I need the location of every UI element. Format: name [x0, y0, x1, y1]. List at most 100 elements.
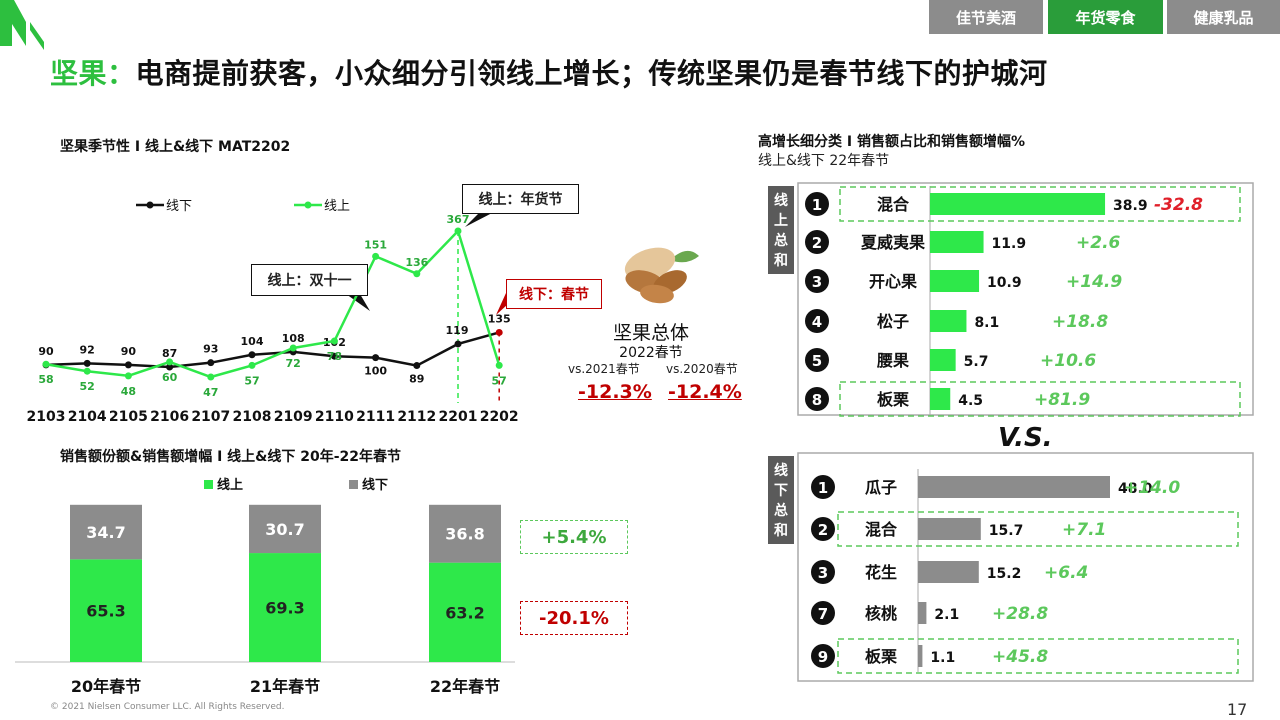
callout-nianhuo-pointer	[465, 212, 494, 227]
segment-bar	[930, 349, 956, 371]
online-growth-box: +5.4%	[520, 520, 628, 554]
segment-value: 2.1	[934, 607, 959, 623]
rank-number: 2	[818, 521, 828, 539]
online-data-label: 78	[327, 350, 342, 363]
tab-dairy[interactable]: 健康乳品	[1167, 0, 1280, 34]
segment-side-char: 上	[774, 213, 788, 229]
segment-frame	[797, 182, 1254, 416]
overall-title: 坚果总体	[612, 322, 689, 344]
segment-name: 瓜子	[865, 478, 897, 497]
segment-name: 板栗	[877, 390, 909, 409]
bar-offline	[429, 504, 501, 563]
offline-growth-box: -20.1%	[520, 601, 628, 635]
offline-point	[372, 354, 380, 362]
offline-data-label: 92	[80, 343, 95, 356]
x-tick-label: 2112	[397, 409, 436, 425]
segment-bar	[930, 270, 980, 292]
legend-offline-label: 线下	[166, 199, 192, 214]
segment-name: 腰果	[877, 351, 909, 370]
segment-bar	[918, 561, 979, 583]
online-data-label: 151	[364, 238, 387, 251]
category-label: 20年春节	[71, 677, 141, 696]
vs2021-label: vs.2021春节	[568, 362, 640, 376]
rank-number: 1	[818, 479, 828, 497]
online-data-label: 47	[203, 386, 218, 399]
tab-snacks[interactable]: 年货零食	[1048, 0, 1163, 34]
offline-data-label: 135	[488, 312, 511, 325]
x-tick-label: 2110	[315, 409, 354, 425]
legend-online-swatch	[204, 480, 213, 489]
category-label: 22年春节	[430, 677, 500, 696]
bar-offline-label: 36.8	[445, 525, 484, 544]
segment-side-char: 线	[774, 462, 788, 479]
offline-data-label: 87	[162, 347, 177, 360]
online-point	[289, 344, 297, 352]
online-data-label: 60	[162, 371, 178, 384]
tab-wine[interactable]: 佳节美酒	[929, 0, 1043, 34]
segment-growth: +10.6	[1040, 351, 1096, 371]
online-point	[248, 361, 256, 369]
offline-point	[124, 361, 132, 369]
offline-series-line	[45, 331, 500, 369]
vs2020-value: -12.4%	[668, 381, 742, 403]
x-tick-label: 2108	[233, 409, 272, 425]
bar-online	[249, 553, 321, 662]
online-point	[454, 227, 462, 235]
callout-spring: 线下：春节	[506, 279, 602, 309]
online-point	[83, 367, 91, 375]
segment-growth: +81.9	[1034, 390, 1090, 410]
rank-number: 1	[812, 196, 822, 214]
offline-data-label: 89	[409, 373, 424, 386]
segment-bar	[918, 602, 927, 624]
segment-growth: +14.0	[1124, 478, 1180, 498]
offline-data-label: 119	[446, 324, 469, 337]
segment-value: 1.1	[930, 650, 955, 666]
online-point	[495, 361, 503, 369]
bar-offline	[249, 504, 321, 554]
segment-value: 11.9	[992, 236, 1027, 252]
segment-value: 4.5	[958, 393, 983, 409]
rank-badge	[811, 475, 835, 499]
segment-side-char: 和	[774, 523, 788, 539]
segment-value: 10.9	[987, 275, 1022, 291]
online-data-label: 58	[38, 373, 53, 386]
segment-bar	[918, 645, 923, 667]
segment-growth: +7.1	[1062, 520, 1106, 540]
rank-number: 8	[812, 391, 822, 409]
rank-number: 4	[812, 313, 822, 331]
segment-value: 8.1	[974, 315, 999, 331]
x-tick-label: 2103	[27, 409, 66, 425]
online-point	[42, 360, 50, 368]
offline-point	[83, 359, 91, 367]
online-data-label: 48	[121, 385, 136, 398]
rank-badge	[811, 517, 835, 541]
right-title: 高增长细分类 I 销售额占比和销售额增幅%	[758, 134, 1025, 150]
offline-point	[413, 362, 421, 370]
segment-side-char: 下	[774, 483, 788, 499]
offline-data-label: 104	[241, 335, 264, 348]
offline-point	[166, 363, 174, 371]
bar-offline-label: 30.7	[265, 520, 304, 539]
offline-data-label: 108	[282, 332, 305, 345]
rank-number: 3	[812, 273, 822, 291]
segment-name: 核桃	[865, 604, 897, 623]
footer-copyright: © 2021 Nielsen Consumer LLC. All Rights …	[50, 702, 285, 712]
online-data-label: 57	[492, 374, 507, 387]
online-data-label: 52	[80, 380, 95, 393]
callout-double11: 线上：双十一	[251, 264, 368, 296]
segment-side-char: 和	[774, 253, 788, 269]
offline-data-label: 93	[203, 343, 218, 356]
segment-side-tab	[768, 456, 794, 544]
x-tick-label: 2104	[68, 409, 107, 425]
rank-badge	[805, 387, 829, 411]
online-point	[207, 373, 215, 381]
segment-growth: +14.9	[1066, 272, 1122, 292]
online-point	[330, 337, 338, 345]
online-series-line	[45, 228, 501, 379]
callout-nianhuo: 线上：年货节	[462, 184, 579, 214]
x-tick-label: 2106	[150, 409, 189, 425]
rank-number: 7	[818, 605, 828, 623]
offline-point	[248, 351, 256, 359]
